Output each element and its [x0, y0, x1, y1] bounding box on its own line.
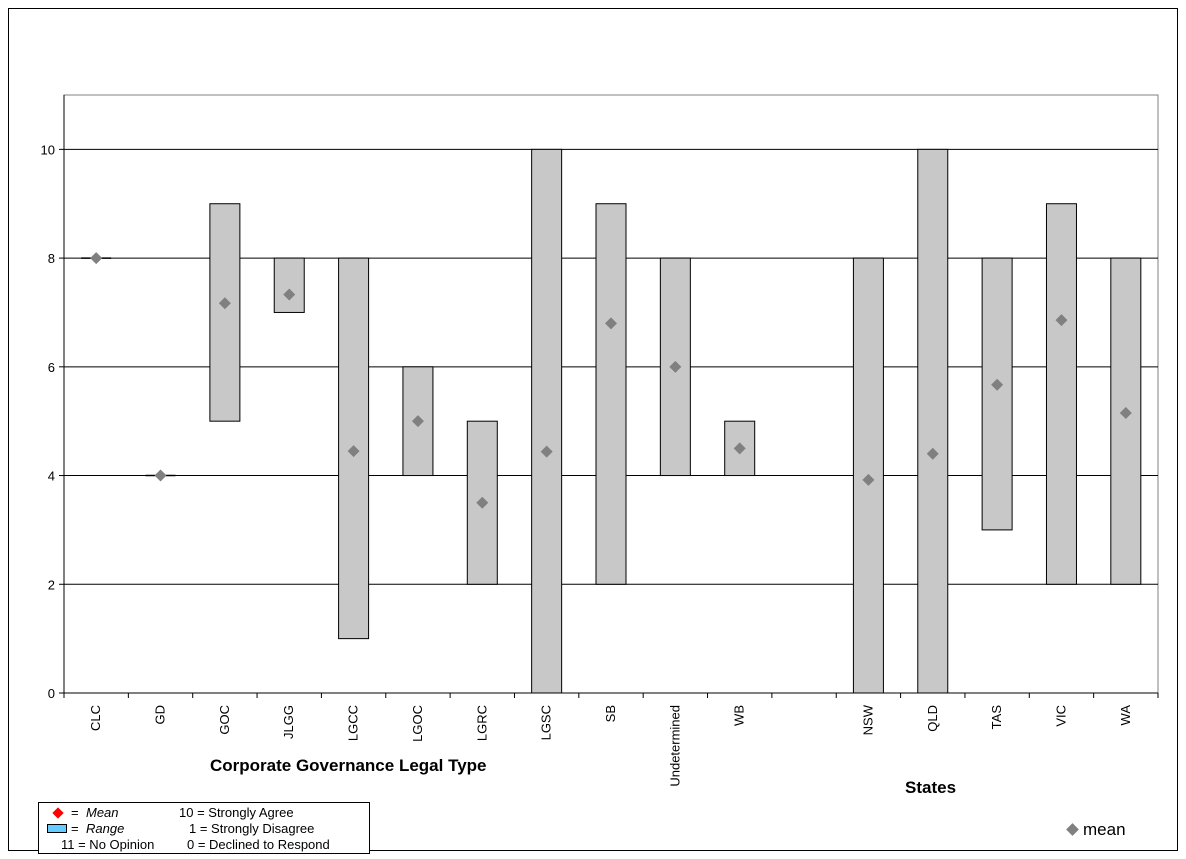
legend-range-swatch — [47, 824, 67, 833]
legend-scale-0: 0 = Declined to Respond — [187, 837, 330, 852]
range-bar-LGSC — [531, 148, 563, 694]
category-label-SB: SB — [603, 705, 618, 722]
legend-scale-1: 1 = Strongly Disagree — [189, 821, 315, 836]
mean-marker-LGSC — [540, 445, 553, 458]
mean-marker-icon — [1066, 823, 1079, 836]
chart-frame — [8, 8, 1178, 851]
range-bar-GOC — [209, 203, 241, 422]
group-label-states: States — [905, 778, 957, 797]
mean-marker-Undetermined — [669, 360, 682, 373]
category-label-JLGG: JLGG — [281, 705, 296, 739]
mean-marker-CLC — [90, 252, 103, 265]
category-label-WB: WB — [732, 705, 747, 726]
y-tick-label: 0 — [48, 686, 55, 701]
category-label-LGRC: LGRC — [474, 705, 489, 741]
legend-scale-10: 10 = Strongly Agree — [179, 805, 294, 820]
category-label-TAS: TAS — [989, 705, 1004, 730]
category-label-VIC: VIC — [1053, 705, 1068, 727]
mean-marker-SB — [605, 317, 617, 330]
legend-eq-range: = — [71, 821, 79, 836]
category-label-LGCC: LGCC — [346, 705, 361, 741]
range-bar-JLGG — [273, 257, 305, 313]
mean-marker-QLD — [926, 447, 939, 460]
category-label-GOC: GOC — [217, 705, 232, 735]
mean-marker-GD — [154, 469, 167, 482]
y-tick-label: 6 — [48, 360, 55, 375]
legend-eq-mean: = — [71, 805, 79, 820]
legend-range-label: Range — [86, 821, 125, 836]
range-bar-TAS — [981, 257, 1013, 531]
category-label-CLC: CLC — [88, 705, 103, 731]
group-label-legal-type: Corporate Governance Legal Type — [210, 756, 487, 775]
series-legend: mean — [1066, 820, 1126, 840]
category-label-LGSC: LGSC — [539, 705, 554, 740]
mean-marker-LGRC — [476, 496, 489, 509]
category-label-Undetermined: Undetermined — [667, 705, 682, 787]
mean-marker-JLGG — [283, 288, 296, 301]
mean-marker-VIC — [1055, 314, 1068, 327]
mean-marker-NSW — [862, 473, 875, 486]
mean-marker-WA — [1119, 407, 1132, 420]
scale-legend: = Mean 10 = Strongly Agree = Range 1 = S… — [38, 802, 370, 854]
legend-mean-marker — [52, 807, 64, 819]
y-tick-label: 10 — [41, 142, 55, 157]
series-legend-label: mean — [1083, 820, 1126, 839]
category-label-LGOC: LGOC — [410, 705, 425, 742]
mean-marker-LGOC — [411, 415, 424, 428]
mean-marker-WB — [733, 442, 746, 455]
category-label-GD: GD — [153, 705, 168, 725]
range-bar-QLD — [917, 148, 949, 694]
category-label-WA: WA — [1118, 705, 1133, 726]
range-bar-VIC — [1045, 203, 1077, 585]
mean-marker-LGCC — [347, 445, 360, 458]
range-bar-SB — [595, 203, 627, 585]
y-tick-label: 2 — [48, 577, 55, 592]
mean-marker-TAS — [991, 378, 1004, 391]
category-label-QLD: QLD — [925, 705, 940, 732]
mean-marker-GOC — [218, 297, 231, 310]
legend-scale-11: 11 = No Opinion — [61, 837, 155, 852]
legend-mean-label: Mean — [86, 805, 119, 820]
y-tick-label: 8 — [48, 251, 55, 266]
y-tick-label: 4 — [48, 469, 55, 484]
category-label-NSW: NSW — [860, 704, 875, 735]
range-bar-WA — [1110, 257, 1142, 585]
